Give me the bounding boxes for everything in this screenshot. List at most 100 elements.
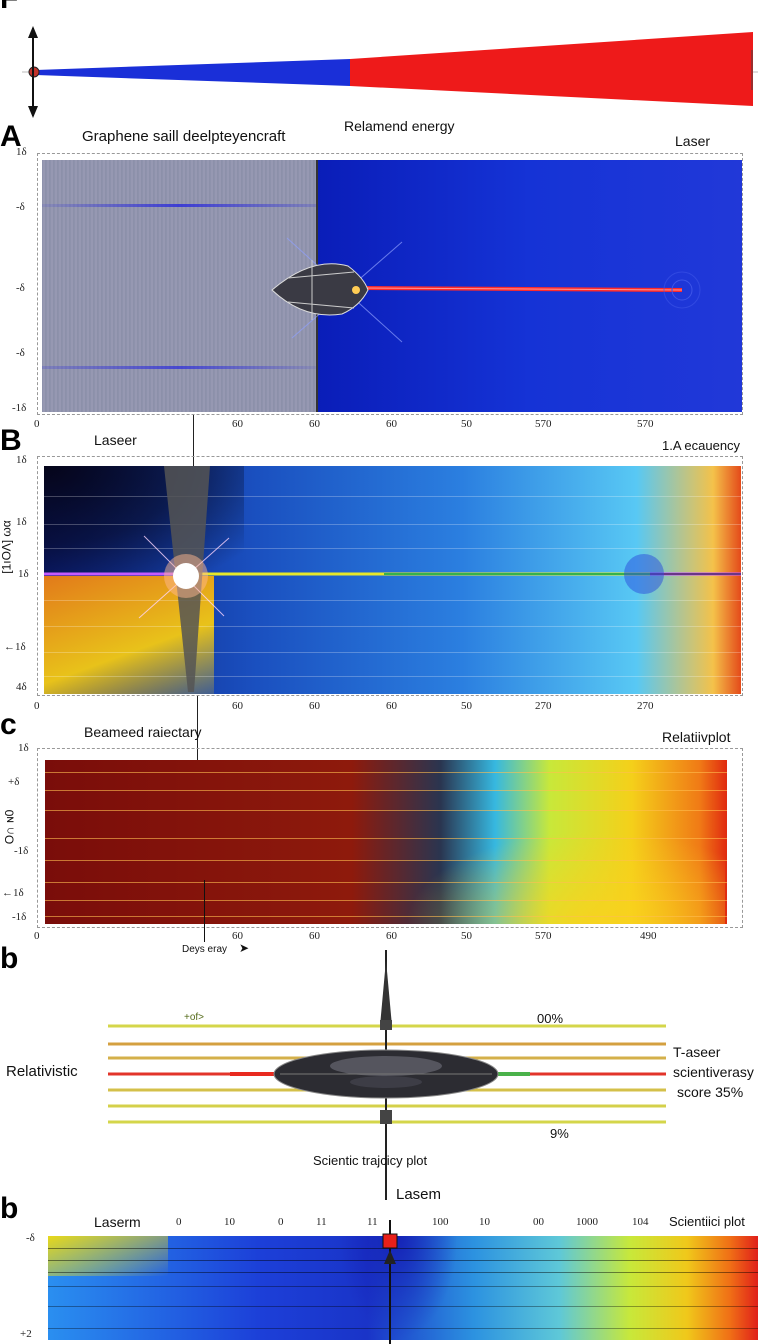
- panel-b1-ytick: 1δ: [16, 454, 27, 466]
- panel-b1-dark-corner: [44, 466, 244, 576]
- panel-c-gridline: [45, 838, 727, 839]
- panel-a-ytick: -δ: [16, 201, 25, 213]
- panel-c-ytick: -1δ: [12, 911, 27, 923]
- panel-c-xtick: 570: [535, 930, 552, 942]
- panel-a-ytick: -δ: [16, 282, 25, 294]
- panel-a-frame: [37, 153, 743, 415]
- panel-b2-diagram: [108, 950, 666, 1200]
- connector-line: [193, 415, 194, 467]
- panel-b1-xtick: 50: [461, 700, 472, 712]
- panel-c-yellow-glow: [405, 830, 725, 924]
- panel-b3-left-label: Laserm: [94, 1214, 141, 1230]
- panel-b1-xtick: 270: [535, 700, 552, 712]
- panel-b2-top-right-value: 00%: [537, 1011, 564, 1026]
- panel-a-xtick: 0: [34, 418, 40, 430]
- panel-b1-gridline: [44, 496, 741, 497]
- panel-b1-label: B: [0, 424, 22, 457]
- panel-a-ytick: -δ: [16, 347, 25, 359]
- panel-b1-gridline: [44, 600, 741, 601]
- panel-b3-gridline: [48, 1286, 758, 1287]
- panel-b1-frame: [37, 456, 743, 696]
- panel-b3-xtick: 1000: [576, 1216, 598, 1228]
- panel-c-gridline: [45, 900, 727, 901]
- panel-a-xtick: 60: [232, 418, 243, 430]
- panel-a-ytick: -1δ: [12, 402, 27, 414]
- panel-b1-gridline: [44, 548, 741, 549]
- panel-c-xtick: 60: [386, 930, 397, 942]
- panel-c-xtick: 0: [34, 930, 40, 942]
- panel-b3-xtick: 11: [367, 1216, 378, 1228]
- panel-b1-right-label: 1.A ecauency: [662, 438, 741, 453]
- panel-b3-title: Lasem: [396, 1186, 442, 1203]
- panel-b3-ytick: +2: [20, 1328, 32, 1340]
- panel-a-xtick: 60: [386, 418, 397, 430]
- panel-b1-beam-svg: [44, 466, 741, 692]
- panel-a-title: Graphene saill deelpteyencraft: [82, 128, 286, 145]
- panel-b3-xtick: 10: [479, 1216, 490, 1228]
- panel-b3-label: b: [0, 1192, 19, 1225]
- panel-f-label: F: [0, 0, 18, 16]
- panel-b1-xtick: 60: [386, 700, 397, 712]
- panel-a-streak-top: [42, 204, 316, 207]
- panel-b3-xtick: 11: [316, 1216, 327, 1228]
- panel-b3-gridline: [48, 1260, 758, 1261]
- panel-b1-ytick: 4δ: [16, 681, 27, 693]
- panel-b1-left-label: Laseer: [94, 432, 137, 448]
- panel-b2-top-left-value: +of>: [184, 1012, 205, 1023]
- panel-b1-ytick: ←1δ: [4, 641, 26, 653]
- connector-line: [197, 696, 198, 768]
- panel-c-xtick: 50: [461, 930, 472, 942]
- panel-a-xtick: 570: [637, 418, 654, 430]
- panel-b2-bottom-value: 9%: [550, 1126, 569, 1141]
- panel-b2-left-label: Relativistic: [6, 1063, 78, 1080]
- panel-c-frame: [37, 748, 743, 928]
- panel-b3-plot: [48, 1236, 758, 1340]
- panel-a-right-label: Laser: [675, 133, 711, 149]
- panel-b1-plot: [44, 466, 741, 694]
- panel-a-craft-svg: [271, 237, 701, 343]
- panel-b1-y-axis-label: [1ıΟΛ] ωα: [0, 520, 14, 574]
- panel-a-blue-region: [316, 160, 742, 412]
- panel-a-subtitle: Relamend energy: [344, 118, 455, 134]
- panel-f-wedge: [22, 26, 758, 118]
- panel-c-gridline: [45, 790, 727, 791]
- panel-b1-gridline: [44, 652, 741, 653]
- panel-a-gray-region: [42, 160, 316, 412]
- panel-c-gridline: [45, 882, 727, 883]
- panel-b2-caption: Scientic trajcicy plot: [313, 1153, 428, 1168]
- panel-b3-right-label: Scientiici plot: [669, 1214, 745, 1229]
- arrow-right-icon: ➤: [239, 941, 250, 955]
- panel-c-ytick: -1δ: [14, 845, 29, 857]
- panel-a-xtick: 50: [461, 418, 472, 430]
- panel-b1-xtick: 0: [34, 700, 40, 712]
- panel-b2-right-text-1: T-aseer: [673, 1044, 721, 1060]
- panel-b3-xtick: 104: [632, 1216, 649, 1228]
- panel-b3-xtick: 0: [278, 1216, 284, 1228]
- panel-b3-gridline: [48, 1248, 758, 1249]
- panel-c-gridline: [45, 772, 727, 773]
- panel-a-label: A: [0, 120, 22, 153]
- panel-b3-xtick: 100: [432, 1216, 449, 1228]
- panel-c-right-label: Relatiivplot: [662, 729, 731, 745]
- panel-c-left-label: Beameed raiectary: [84, 724, 202, 740]
- panel-b1-gridline: [44, 524, 741, 525]
- panel-b3-warm-patch: [48, 1236, 168, 1276]
- panel-c-ytick: ←1δ: [2, 887, 24, 899]
- panel-b3-ytick: -δ: [26, 1232, 35, 1244]
- panel-b2-right-text-2: scientiverasy: [673, 1064, 754, 1080]
- panel-b1-xtick: 60: [309, 700, 320, 712]
- panel-c-gridline: [45, 860, 727, 861]
- panel-c-gridline: [45, 916, 727, 917]
- panel-c-xtick: 60: [309, 930, 320, 942]
- panel-b1-xtick: 60: [232, 700, 243, 712]
- panel-b1-gridline: [44, 676, 741, 677]
- panel-b2-label: b: [0, 942, 19, 975]
- panel-c-xlabel: Deys eray: [182, 944, 228, 955]
- panel-c-label: c: [0, 708, 17, 741]
- panel-c-xtick: 60: [232, 930, 243, 942]
- panel-c-plot: [45, 760, 727, 924]
- panel-c-marker-line: [204, 880, 205, 942]
- panel-b3-xtick: 00: [533, 1216, 544, 1228]
- panel-b3-xtick: 10: [224, 1216, 235, 1228]
- panel-c-xtick: 490: [640, 930, 657, 942]
